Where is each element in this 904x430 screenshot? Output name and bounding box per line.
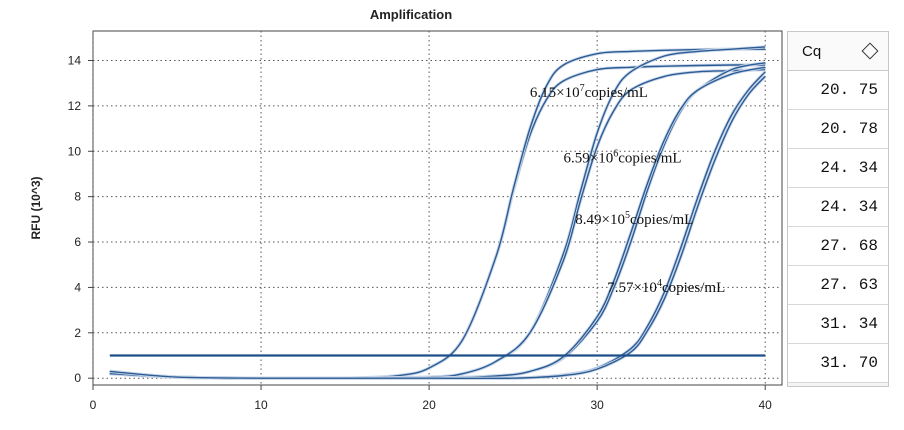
cq-value: 27. 68 [820, 237, 878, 255]
y-tick-label: 2 [74, 326, 81, 340]
concentration-label: 6.15×107copies/mL [530, 83, 648, 101]
cq-table: Cq 20. 75 20. 78 24. 34 24. 34 27. 68 27. 63 3… [787, 31, 889, 387]
sort-diamond-icon[interactable] [861, 42, 879, 60]
concentration-unit: copies/mL [662, 280, 725, 296]
concentration-exponent: 5 [625, 210, 630, 221]
amplification-curve [109, 75, 766, 380]
y-tick-label: 14 [68, 54, 82, 68]
x-tick-label: 40 [759, 398, 773, 412]
y-tick-label: 10 [68, 144, 82, 158]
concentration-unit: copies/mL [618, 151, 681, 167]
x-tick-label: 10 [254, 398, 268, 412]
concentration-label: 6.59×106copies/mL [564, 149, 682, 167]
chart-title: Amplification [370, 7, 452, 22]
y-axis-label: RFU (10^3) [29, 176, 43, 239]
cq-row[interactable]: 27. 63 [788, 266, 888, 305]
concentration-base: 8.49×10 [575, 212, 625, 228]
concentration-exponent: 4 [657, 278, 662, 289]
cq-row[interactable]: 27. 68 [788, 227, 888, 266]
cq-value: 20. 78 [820, 120, 878, 138]
concentration-base: 6.59×10 [564, 151, 614, 167]
cq-row[interactable]: 31. 70 [788, 344, 888, 383]
cq-value: 20. 75 [820, 81, 878, 99]
cq-table-header[interactable]: Cq [788, 32, 888, 71]
concentration-label: 7.57×104copies/mL [607, 278, 725, 296]
cq-header-label: Cq [802, 42, 822, 60]
concentration-label: 8.49×105copies/mL [575, 210, 693, 228]
plot-frame [92, 30, 783, 386]
x-tick-label: 30 [590, 398, 604, 412]
cq-row[interactable]: 24. 34 [788, 149, 888, 188]
cq-value: 24. 34 [820, 198, 878, 216]
cq-row[interactable]: 24. 34 [788, 188, 888, 227]
concentration-exponent: 7 [580, 83, 585, 94]
y-tick-label: 0 [74, 371, 81, 385]
cq-row[interactable]: 20. 78 [788, 110, 888, 149]
y-tick-label: 8 [74, 190, 81, 204]
y-tick-label: 12 [68, 99, 82, 113]
plot-area: 0 10 20 30 40024681012146.15×107copies/mL6.5… [68, 30, 783, 412]
cq-value: 31. 70 [820, 354, 878, 372]
x-tick-label: 20 [422, 398, 436, 412]
concentration-unit: copies/mL [585, 85, 648, 101]
concentration-base: 7.57×10 [607, 280, 657, 296]
y-tick-label: 6 [74, 235, 81, 249]
cq-row[interactable]: 31. 34 [788, 305, 888, 344]
cq-rows: 20. 75 20. 78 24. 34 24. 34 27. 68 27. 63 31. … [788, 71, 888, 383]
concentration-unit: copies/mL [630, 212, 693, 228]
concentration-base: 6.15×10 [530, 85, 580, 101]
y-tick-label: 4 [74, 280, 81, 294]
cq-value: 31. 34 [820, 315, 878, 333]
x-tick-label: 0 [90, 398, 97, 412]
cq-value: 24. 34 [820, 159, 878, 177]
cq-value: 27. 63 [820, 276, 878, 294]
cq-row[interactable]: 20. 75 [788, 71, 888, 110]
concentration-exponent: 6 [613, 149, 618, 160]
